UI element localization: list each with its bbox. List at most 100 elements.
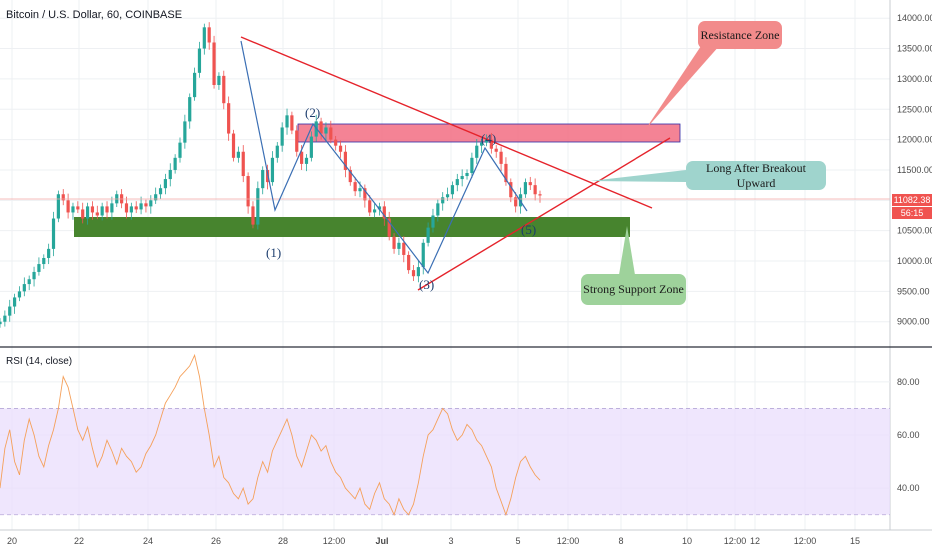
candle-body — [163, 179, 168, 189]
candle-body — [285, 115, 289, 128]
time-tick-label: 10 — [682, 536, 692, 546]
support-callout[interactable]: Strong Support Zone — [581, 274, 686, 305]
candle-body — [533, 185, 537, 195]
candle-body — [475, 145, 479, 158]
support-zone[interactable] — [74, 217, 630, 237]
time-tick-label: 15 — [850, 536, 860, 546]
elliott-wave-path — [240, 40, 528, 275]
candle-body — [363, 188, 367, 201]
candle-body — [178, 142, 182, 158]
candle-body — [149, 200, 153, 207]
candle-body — [227, 103, 231, 134]
candle-body — [411, 270, 416, 277]
time-tick-label: 24 — [143, 536, 153, 546]
time-axis[interactable]: 20 22 24 26 28 12:00 Jul 3 5 12:00 8 10 12:00 12 12:00… — [7, 536, 860, 546]
candle-body — [270, 157, 275, 183]
price-axis[interactable]: 14000.00 13500.00 13000.00 12500.00 12000.00… — [897, 13, 932, 327]
candle-body — [27, 279, 31, 285]
candle-body — [47, 248, 51, 258]
candle-body — [470, 157, 474, 173]
candle-body — [338, 145, 343, 152]
candle-body — [144, 203, 148, 207]
price-tick-label: 9000.00 — [897, 317, 930, 327]
candle-body — [37, 264, 41, 272]
candle-body — [499, 151, 503, 164]
candle-body — [81, 209, 85, 219]
candle-body — [207, 27, 211, 43]
time-tick-label: 22 — [74, 536, 84, 546]
candle-body — [480, 142, 484, 146]
price-tick-label: 12000.00 — [897, 135, 932, 145]
candle-body — [129, 206, 133, 213]
price-tick-label: 13500.00 — [897, 44, 932, 54]
time-tick-label: 12:00 — [794, 536, 817, 546]
candle-body — [197, 48, 202, 73]
time-tick-label: 3 — [448, 536, 453, 546]
candle-body — [441, 197, 445, 204]
candle-body — [455, 179, 459, 186]
candle-body — [334, 139, 338, 146]
candle-body — [90, 206, 95, 213]
candle-body — [509, 182, 513, 198]
candle-body — [309, 136, 313, 158]
candle-body — [387, 218, 391, 237]
time-tick-label: 20 — [7, 536, 17, 546]
candle-body — [8, 306, 12, 316]
breakout-callout-pointer — [590, 170, 686, 182]
candle-body — [465, 173, 469, 177]
countdown-tag: 56:15 — [892, 207, 932, 219]
candle-body — [421, 242, 425, 268]
rsi-band — [0, 408, 890, 515]
candle-body — [256, 188, 260, 225]
candle-body — [368, 200, 372, 213]
candle-body — [353, 182, 357, 192]
candle-body — [202, 27, 206, 49]
rsi-axis[interactable]: 80.00 60.00 40.00 — [897, 377, 920, 493]
candle-body — [3, 315, 7, 322]
candle-body — [217, 75, 221, 85]
candle-body — [85, 206, 90, 219]
candle-body — [436, 203, 440, 216]
candle-body — [66, 200, 70, 213]
price-tick-label: 12500.00 — [897, 104, 932, 114]
symbol-title[interactable]: Bitcoin / U.S. Dollar, 60, COINBASE — [6, 9, 183, 21]
price-candles — [0, 22, 542, 328]
price-tick-label: 13000.00 — [897, 74, 932, 84]
candle-body — [280, 127, 284, 146]
candle-body — [300, 151, 304, 164]
candle-body — [231, 133, 236, 158]
candle-body — [402, 242, 406, 255]
candle-body — [382, 206, 386, 219]
candle-body — [416, 267, 420, 277]
candle-body — [407, 254, 411, 271]
candle-body — [71, 206, 75, 213]
descending-trendline[interactable] — [240, 36, 653, 209]
time-tick-label: 12 — [750, 536, 760, 546]
candle-body — [51, 218, 56, 249]
candle-body — [222, 75, 226, 104]
wave-label-1: (1) — [266, 245, 281, 260]
candle-body — [12, 297, 17, 307]
candle-body — [460, 176, 464, 180]
breakout-callout[interactable]: Long After Breakout Upward — [686, 161, 826, 190]
resistance-callout-pointer — [645, 40, 720, 130]
candle-body — [158, 188, 163, 195]
candle-body — [343, 151, 348, 170]
resistance-callout[interactable]: Resistance Zone — [698, 21, 782, 49]
ascending-trendline[interactable] — [417, 137, 671, 291]
candle-body — [76, 206, 80, 210]
rsi-title[interactable]: RSI (14, close) — [6, 356, 73, 367]
price-tick-label: 10500.00 — [897, 226, 932, 236]
time-tick-label: 28 — [278, 536, 288, 546]
time-tick-label: Jul — [375, 536, 388, 546]
candle-body — [504, 163, 508, 183]
candle-body — [241, 151, 245, 177]
candle-body — [124, 203, 129, 213]
time-tick-label: 26 — [211, 536, 221, 546]
candle-body — [484, 139, 489, 143]
candle-body — [42, 257, 46, 265]
price-tick-label: 10000.00 — [897, 256, 932, 266]
candle-body — [110, 203, 114, 213]
wave-label-3: (3) — [419, 277, 434, 292]
